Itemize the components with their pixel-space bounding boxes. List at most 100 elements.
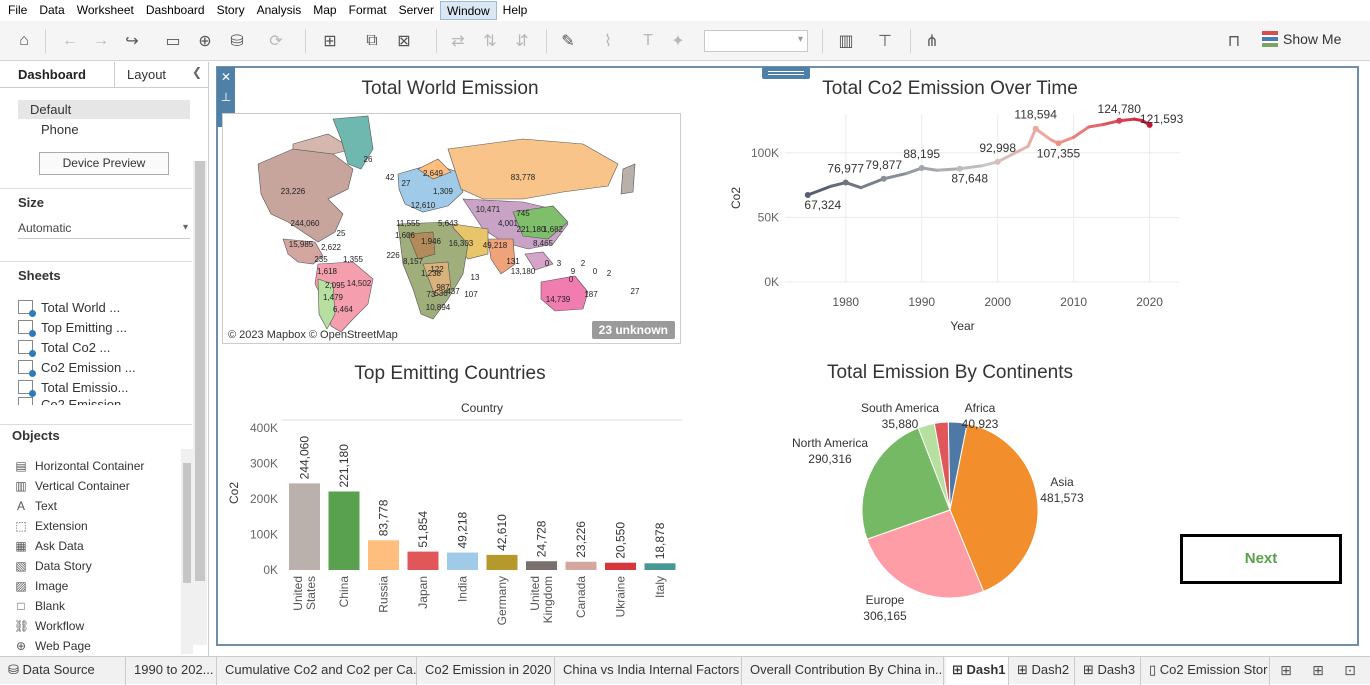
bar-chart[interactable]: Country 0K 100K 200K 300K 400K Co2 244,060 Unite… <box>222 398 692 644</box>
labels-icon[interactable]: T <box>643 32 653 49</box>
sheet-tab[interactable]: ⊞ Dash2 <box>1011 657 1075 685</box>
back-icon[interactable]: ← <box>62 32 78 49</box>
object-item[interactable]: ▧ Data Story <box>15 559 92 573</box>
bar[interactable] <box>526 561 557 570</box>
pie-slice[interactable] <box>866 509 985 599</box>
close-icon[interactable]: ✕ <box>220 70 232 84</box>
pie-chart[interactable]: Africa 40,923 Asia 481,573 Europe 306,165 Nort… <box>760 392 1140 632</box>
object-item[interactable]: ⊕ Web Page <box>15 639 91 653</box>
new-datasource-icon[interactable]: ⊕ <box>198 33 212 50</box>
sheet-tab[interactable]: Co2 Emission in 2020 <box>419 657 555 685</box>
menu-data[interactable]: Data <box>39 3 65 17</box>
sheet-item[interactable]: Total World ... <box>18 297 120 317</box>
line-point[interactable] <box>842 179 849 186</box>
pin-icon[interactable]: ✦ <box>671 33 685 50</box>
new-worksheet-icon[interactable]: ⊞ <box>1280 662 1292 678</box>
new-dashboard-icon[interactable]: ⊞ <box>1312 662 1324 678</box>
object-item[interactable]: ▦ Ask Data <box>15 539 84 553</box>
presentation-icon[interactable]: ⊤ <box>878 33 892 50</box>
line-point[interactable] <box>994 158 1001 165</box>
pie-slice[interactable] <box>933 421 951 511</box>
menu-window[interactable]: Window <box>439 1 497 20</box>
object-item[interactable]: □ Blank <box>14 596 65 616</box>
bar[interactable] <box>644 563 676 570</box>
bar[interactable] <box>407 551 439 570</box>
line-chart[interactable]: 0K 50K 100K 1980 1990 2000 2010 2020 Year Co2 67,3… <box>720 104 1200 344</box>
home-icon[interactable]: ⌂ <box>19 32 29 49</box>
clear-sheet-icon[interactable]: ⊠ <box>397 33 411 50</box>
sheet-tab[interactable]: China vs India Internal Factors <box>557 657 742 685</box>
forward-icon[interactable]: → <box>93 32 109 49</box>
sheet-tab[interactable]: Cumulative Co2 and Co2 per Ca... <box>219 657 417 685</box>
object-item[interactable]: A Text <box>14 496 57 516</box>
menu-server[interactable]: Server <box>398 3 434 17</box>
new-story-icon[interactable]: ⊡ <box>1344 662 1356 678</box>
menu-analysis[interactable]: Analysis <box>256 3 302 17</box>
collapse-pane-icon[interactable]: ❮ <box>192 65 203 79</box>
sheet-tab[interactable]: ▯ Co2 Emission Stor <box>1143 657 1270 685</box>
world-map[interactable]: 26 23,226 244,060 25 15,985 2,622 235 1,355 1,61… <box>222 113 681 344</box>
device-default[interactable]: Default <box>18 100 190 119</box>
sheet-item[interactable]: Total Co2 ... <box>18 337 110 357</box>
sheet-tab[interactable]: 1990 to 202... <box>128 657 217 685</box>
object-item[interactable]: ⛓ Workflow <box>14 619 85 633</box>
bar[interactable] <box>328 491 360 570</box>
sheet-tab[interactable]: ⊞ Dash3 <box>1077 657 1141 685</box>
menu-file[interactable]: File <box>8 3 28 17</box>
sheet-tab[interactable]: ⛁ Data Source <box>2 657 126 685</box>
menu-help[interactable]: Help <box>502 3 528 17</box>
unknown-badge[interactable]: 23 unknown <box>591 321 675 339</box>
object-item[interactable]: ▥ Vertical Container <box>15 479 130 493</box>
save-icon[interactable]: ▭ <box>165 33 181 50</box>
pie-slice[interactable] <box>861 427 951 540</box>
line-point[interactable] <box>1146 121 1153 128</box>
bar[interactable] <box>447 552 478 570</box>
menu-story[interactable]: Story <box>216 3 245 17</box>
sheet-item[interactable]: Total Emissio... <box>18 377 128 397</box>
device-preview-button[interactable]: Device Preview <box>39 152 169 175</box>
highlight-icon[interactable]: ✎ <box>561 33 575 50</box>
fit-dropdown[interactable] <box>704 30 808 52</box>
sort-descending-icon[interactable]: ⇵ <box>515 33 529 50</box>
pin-icon[interactable]: ⊥ <box>220 90 232 104</box>
duplicate-icon[interactable]: ⧉ <box>366 32 378 49</box>
swap-icon[interactable]: ⇄ <box>451 33 465 50</box>
size-select[interactable]: Automatic <box>18 219 190 239</box>
line-point[interactable] <box>880 175 887 182</box>
object-item[interactable]: ⬚ Extension <box>15 519 88 533</box>
line-point[interactable] <box>956 165 963 172</box>
show-cards-icon[interactable]: ▥ <box>838 33 854 50</box>
next-button[interactable]: Next <box>1180 534 1342 584</box>
drag-handle[interactable] <box>762 67 810 79</box>
menu-format[interactable]: Format <box>348 3 387 17</box>
object-item[interactable]: ▤ Horizontal Container <box>15 459 145 473</box>
objects-scrollbar[interactable] <box>181 449 193 654</box>
show-me-button[interactable]: Show Me <box>1262 31 1341 47</box>
pause-updates-icon[interactable]: ⛁ <box>230 33 244 50</box>
sort-ascending-icon[interactable]: ⇅ <box>483 33 497 50</box>
group-icon[interactable]: ⌇ <box>604 33 612 50</box>
refresh-icon[interactable]: ⟳ <box>269 33 283 50</box>
sheet-item[interactable]: Co2 Emission <box>18 397 121 405</box>
sheet-item[interactable]: Top Emitting ... <box>18 317 127 337</box>
share-icon[interactable]: ⋔ <box>925 33 939 50</box>
tab-dashboard[interactable]: Dashboard <box>18 67 86 82</box>
object-item[interactable]: ▨ Image <box>15 579 69 593</box>
menu-map[interactable]: Map <box>313 3 337 17</box>
line-point[interactable] <box>918 165 925 172</box>
bar[interactable] <box>368 540 399 570</box>
format-painter-icon[interactable]: ⊓ <box>1227 33 1241 50</box>
line-point[interactable] <box>1116 117 1123 124</box>
bar[interactable] <box>289 483 320 570</box>
new-worksheet-icon[interactable]: ⊞ <box>323 33 337 50</box>
redo-icon[interactable]: ↪ <box>125 33 139 50</box>
device-phone[interactable]: Phone <box>41 122 79 137</box>
line-point[interactable] <box>1055 140 1062 147</box>
tab-layout[interactable]: Layout <box>127 67 167 82</box>
bar[interactable] <box>486 554 518 570</box>
bar[interactable] <box>605 562 636 570</box>
pie-slice[interactable] <box>949 423 1039 593</box>
line-point[interactable] <box>804 191 811 198</box>
sheet-tab[interactable]: Overall Contribution By China in... <box>744 657 944 685</box>
sheet-item[interactable]: Co2 Emission ... <box>18 357 136 377</box>
